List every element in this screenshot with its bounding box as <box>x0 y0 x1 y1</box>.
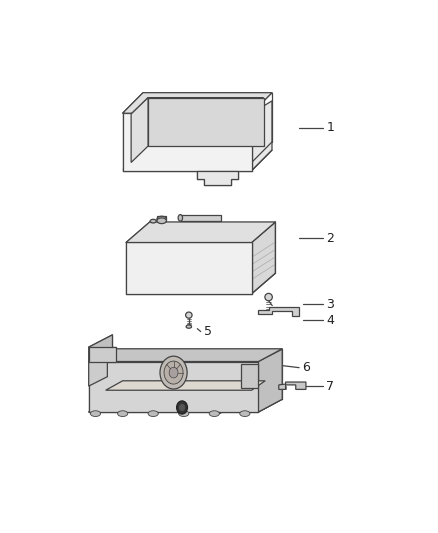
Polygon shape <box>88 399 282 412</box>
Polygon shape <box>88 349 282 361</box>
Polygon shape <box>279 382 306 390</box>
Polygon shape <box>197 171 238 184</box>
Polygon shape <box>88 361 258 412</box>
Polygon shape <box>258 307 299 317</box>
Polygon shape <box>258 349 282 412</box>
Polygon shape <box>251 101 272 171</box>
Text: 7: 7 <box>326 379 334 393</box>
Text: 4: 4 <box>326 314 334 327</box>
Text: 6: 6 <box>303 361 311 374</box>
Ellipse shape <box>157 218 166 224</box>
Ellipse shape <box>240 411 250 416</box>
Polygon shape <box>241 364 258 388</box>
Polygon shape <box>157 216 166 221</box>
Polygon shape <box>123 113 251 171</box>
Polygon shape <box>148 98 264 146</box>
Text: 2: 2 <box>326 232 334 245</box>
Polygon shape <box>106 381 265 390</box>
Text: 8: 8 <box>214 404 223 417</box>
Polygon shape <box>88 335 113 361</box>
Circle shape <box>169 367 178 378</box>
Polygon shape <box>131 98 148 163</box>
Text: 3: 3 <box>326 297 334 311</box>
Ellipse shape <box>186 312 192 318</box>
Polygon shape <box>123 93 272 113</box>
Circle shape <box>179 404 185 411</box>
Ellipse shape <box>150 219 156 223</box>
Polygon shape <box>88 347 116 361</box>
Polygon shape <box>88 352 107 386</box>
Circle shape <box>160 356 187 389</box>
Ellipse shape <box>179 411 189 416</box>
Ellipse shape <box>186 325 191 328</box>
Ellipse shape <box>117 411 128 416</box>
Text: 5: 5 <box>204 325 212 338</box>
Polygon shape <box>251 222 276 294</box>
Ellipse shape <box>209 411 219 416</box>
Polygon shape <box>131 98 264 114</box>
Polygon shape <box>180 215 221 221</box>
Ellipse shape <box>178 215 183 221</box>
Ellipse shape <box>148 411 158 416</box>
Circle shape <box>164 361 183 384</box>
Polygon shape <box>126 243 251 294</box>
Ellipse shape <box>157 216 166 222</box>
Circle shape <box>177 401 187 414</box>
Ellipse shape <box>90 411 101 416</box>
Polygon shape <box>126 222 276 243</box>
Text: 1: 1 <box>326 121 334 134</box>
Ellipse shape <box>265 293 272 301</box>
